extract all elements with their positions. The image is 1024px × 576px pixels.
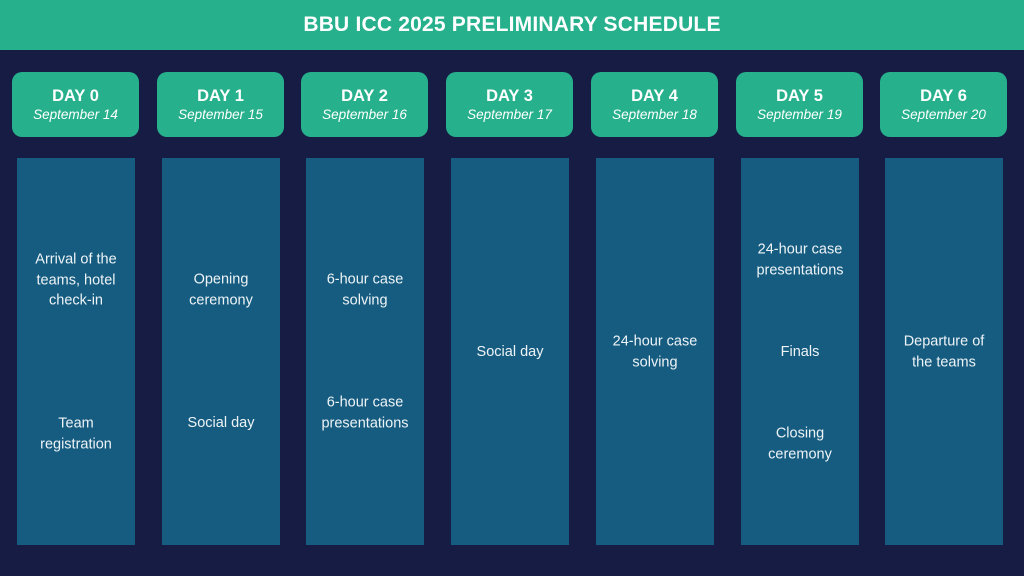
day-date: September 18 bbox=[612, 107, 697, 122]
activity: Closing ceremony bbox=[768, 425, 832, 463]
day-date: September 16 bbox=[322, 107, 407, 122]
activity: Arrival of the teams, hotel check-in bbox=[35, 251, 117, 309]
day-header-5: DAY 5 September 19 bbox=[736, 72, 863, 137]
day-label: DAY 2 bbox=[341, 87, 388, 105]
day-label: DAY 1 bbox=[197, 87, 244, 105]
day-header-0: DAY 0 September 14 bbox=[12, 72, 139, 137]
day-date: September 17 bbox=[467, 107, 552, 122]
day-date: September 19 bbox=[757, 107, 842, 122]
day-column-3: Social day bbox=[451, 158, 569, 545]
day-date: September 15 bbox=[178, 107, 263, 122]
activity: Social day bbox=[187, 414, 255, 431]
day-label: DAY 5 bbox=[776, 87, 823, 105]
day-date: September 14 bbox=[33, 107, 118, 122]
day-header-2: DAY 2 September 16 bbox=[301, 72, 428, 137]
day-label: DAY 6 bbox=[920, 87, 967, 105]
day-column-6: Departure of the teams bbox=[885, 158, 1003, 545]
day-column-4: 24-hour case solving bbox=[596, 158, 714, 545]
activity: Opening ceremony bbox=[189, 271, 253, 309]
activity: 6-hour case presentations bbox=[321, 394, 409, 432]
day-column-0: Arrival of the teams, hotel check-in Team… bbox=[17, 158, 135, 545]
day-header-3: DAY 3 September 17 bbox=[446, 72, 573, 137]
activity: Team registration bbox=[40, 415, 112, 453]
activity: Finals bbox=[780, 343, 820, 360]
page-title: BBU ICC 2025 PRELIMINARY SCHEDULE bbox=[0, 0, 1024, 50]
day-header-4: DAY 4 September 18 bbox=[591, 72, 718, 137]
activity: Social day bbox=[476, 343, 544, 360]
day-header-1: DAY 1 September 15 bbox=[157, 72, 284, 137]
activity: 24-hour case presentations bbox=[756, 241, 844, 279]
activity: Departure of the teams bbox=[903, 333, 985, 371]
day-label: DAY 4 bbox=[631, 87, 678, 105]
day-date: September 20 bbox=[901, 107, 986, 122]
day-column-5: 24-hour case presentations Finals Closing … bbox=[741, 158, 859, 545]
activity: 6-hour case solving bbox=[326, 271, 404, 309]
day-label: DAY 3 bbox=[486, 87, 533, 105]
day-label: DAY 0 bbox=[52, 87, 99, 105]
day-header-6: DAY 6 September 20 bbox=[880, 72, 1007, 137]
day-column-1: Opening ceremony Social day bbox=[162, 158, 280, 545]
day-column-2: 6-hour case solving 6-hour case presentat… bbox=[306, 158, 424, 545]
activity: 24-hour case solving bbox=[612, 333, 698, 371]
